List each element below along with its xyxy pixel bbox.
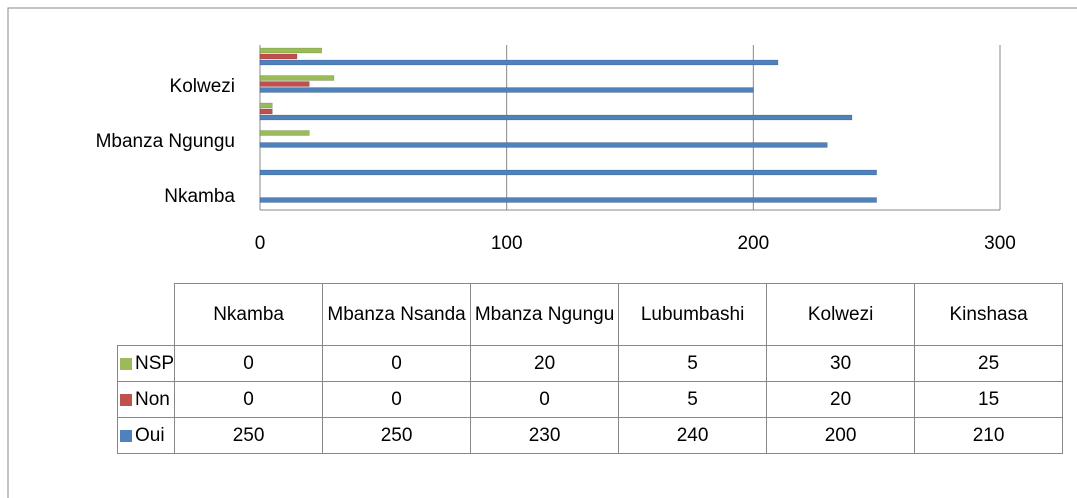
legend-key [120, 393, 132, 406]
table-value: 240 [618, 417, 768, 454]
x-tick-label: 0 [255, 233, 266, 254]
legend-entry: Oui [116, 417, 176, 454]
table-corner [117, 283, 176, 346]
bar [259, 108, 273, 115]
bar [259, 114, 853, 121]
legend-label: NSP [135, 352, 175, 374]
bar [259, 81, 310, 87]
y-tick-label: Mbanza Ngungu [96, 131, 235, 152]
y-tick-label: Nkamba [164, 186, 235, 207]
bar [259, 169, 877, 176]
table-value: 0 [322, 381, 472, 418]
bar [259, 102, 273, 109]
table-value: 0 [174, 345, 324, 382]
table-value: 0 [174, 381, 324, 418]
table-value: 200 [766, 417, 916, 454]
table-value: 5 [618, 345, 768, 382]
column-header: Mbanza Ngungu [470, 283, 620, 346]
column-header: Kolwezi [766, 283, 916, 346]
bar [259, 142, 828, 148]
table-value: 230 [470, 417, 620, 454]
legend-key [120, 357, 132, 370]
legend-label: Non [135, 388, 170, 410]
legend-entry: Non [116, 381, 176, 418]
table-value: 15 [914, 381, 1064, 418]
data-table: Nkamba Mbanza Nsanda Mbanza Ngungu Lubumbas… [116, 283, 1064, 454]
bar [259, 59, 779, 66]
table-row: Oui 250 250 230 240 200 210 [116, 417, 1064, 454]
table-row: Non 0 0 0 5 20 15 [116, 381, 1064, 418]
chart-frame [7, 7, 1077, 498]
table-value: 210 [914, 417, 1064, 454]
table-row: Nkamba Mbanza Nsanda Mbanza Ngungu Lubumbas… [117, 283, 1064, 346]
table-value: 25 [914, 345, 1064, 382]
column-header: Mbanza Nsanda [322, 283, 472, 346]
table-value: 0 [470, 381, 620, 418]
bar [259, 53, 298, 60]
table-value: 20 [470, 345, 620, 382]
legend-key [120, 429, 132, 442]
table-value: 0 [322, 345, 472, 382]
y-tick-label: Kolwezi [170, 76, 235, 97]
bar [259, 75, 335, 81]
bar [259, 47, 322, 54]
table-value: 5 [618, 381, 768, 418]
bar [259, 197, 877, 203]
column-header: Lubumbashi [618, 283, 768, 346]
table-row: NSP 0 0 20 5 30 25 [116, 345, 1064, 382]
legend-entry: NSP [116, 345, 176, 382]
x-tick-label: 100 [491, 233, 523, 254]
x-tick-label: 200 [737, 233, 769, 254]
table-value: 20 [766, 381, 916, 418]
bar [259, 130, 310, 136]
table-value: 250 [322, 417, 472, 454]
column-header: Nkamba [174, 283, 324, 346]
bar [259, 87, 754, 93]
table-value: 30 [766, 345, 916, 382]
x-tick-label: 300 [984, 233, 1016, 254]
table-value: 250 [174, 417, 324, 454]
legend-label: Oui [135, 424, 165, 446]
column-header: Kinshasa [914, 283, 1064, 346]
